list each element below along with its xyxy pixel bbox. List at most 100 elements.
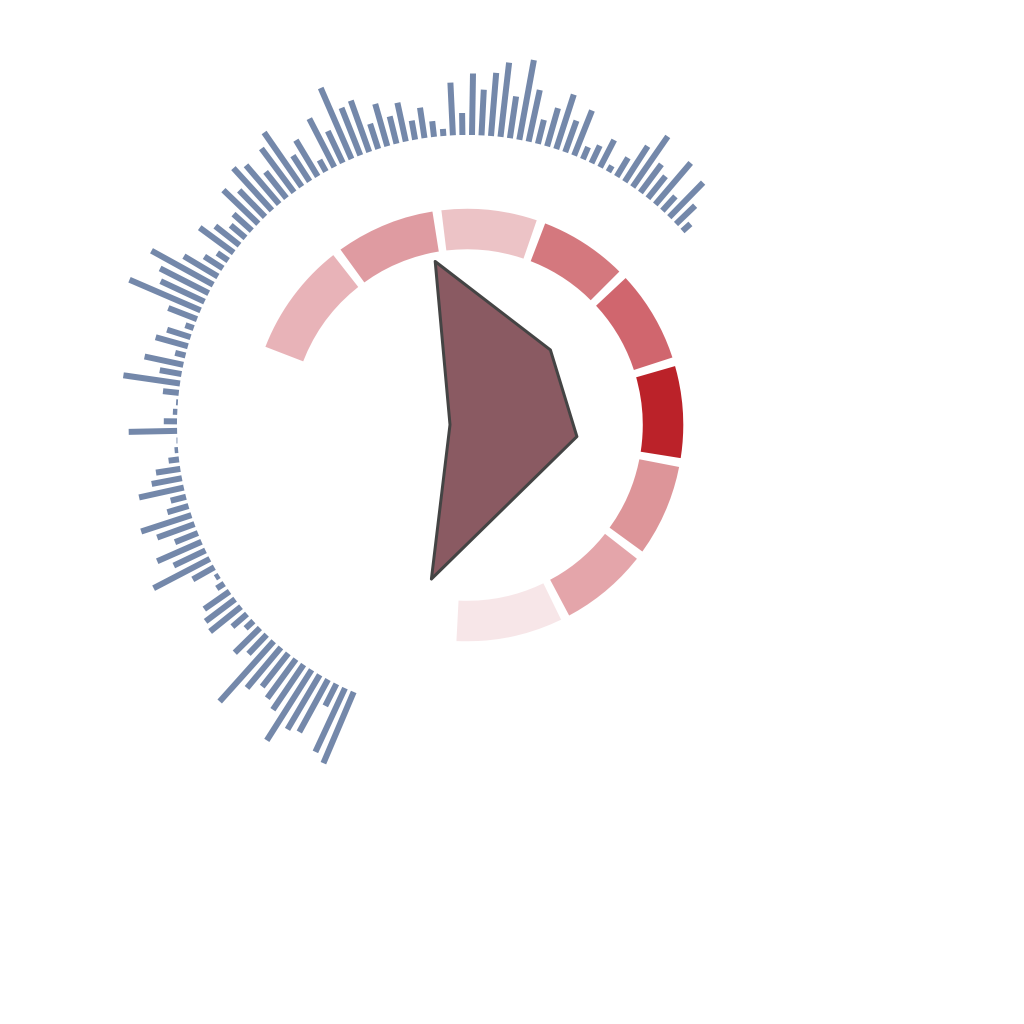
- ring-segment: [263, 252, 361, 364]
- outer-bar: [246, 632, 269, 656]
- outer-bar: [580, 145, 591, 161]
- outer-bar: [228, 223, 248, 241]
- outer-bar: [317, 86, 355, 161]
- outer-bar: [322, 682, 340, 708]
- outer-bar: [155, 465, 181, 476]
- outer-bar: [174, 349, 187, 359]
- outer-bar: [622, 144, 651, 184]
- outer-bar: [488, 72, 500, 137]
- outer-bar: [213, 572, 221, 581]
- outer-bar: [439, 128, 447, 137]
- outer-bar: [597, 138, 617, 169]
- outer-bar: [244, 645, 284, 690]
- outer-bar: [553, 93, 577, 151]
- outer-bar: [660, 194, 678, 213]
- outer-bar: [320, 690, 357, 765]
- outer-bar: [217, 639, 276, 704]
- outer-bar: [169, 493, 187, 504]
- outer-bar: [261, 130, 305, 189]
- center-polygon-group: [429, 260, 579, 581]
- outer-bar: [208, 604, 243, 634]
- outer-bar-ring: [122, 59, 706, 765]
- outer-bar: [290, 153, 313, 184]
- outer-bar: [316, 158, 329, 174]
- inner-segment-ring: [263, 207, 685, 643]
- outer-bar: [469, 73, 476, 136]
- outer-bar: [197, 225, 236, 256]
- ring-segment: [607, 457, 681, 554]
- outer-bar: [232, 625, 263, 655]
- outer-bar: [293, 138, 321, 178]
- outer-bar: [516, 59, 537, 141]
- ring-segment: [439, 207, 539, 261]
- outer-bar: [562, 119, 580, 154]
- outer-bar: [138, 484, 185, 501]
- outer-bar: [168, 456, 180, 464]
- outer-bar: [156, 521, 196, 541]
- ring-segment: [338, 209, 441, 285]
- outer-bar: [386, 115, 400, 145]
- outer-bar: [203, 596, 237, 624]
- outer-bar: [270, 662, 307, 712]
- outer-bar: [478, 89, 487, 136]
- outer-bar: [221, 187, 261, 226]
- outer-bar: [159, 278, 206, 305]
- outer-bar: [172, 547, 207, 569]
- outer-bar: [296, 678, 331, 734]
- outer-bar: [162, 388, 180, 396]
- outer-bar: [202, 253, 225, 271]
- outer-bar: [173, 530, 200, 545]
- outer-bar: [128, 277, 202, 314]
- outer-bar: [544, 107, 561, 148]
- outer-bar: [306, 117, 337, 169]
- ring-segment: [634, 364, 685, 460]
- outer-bar: [154, 334, 189, 350]
- ring-segment: [528, 221, 622, 303]
- outer-bar: [372, 103, 391, 148]
- outer-bar: [312, 686, 348, 754]
- outer-bar: [637, 162, 664, 195]
- outer-bar: [653, 160, 693, 207]
- outer-bar: [159, 367, 183, 378]
- outer-bar: [417, 107, 428, 139]
- outer-bar: [588, 144, 603, 165]
- outer-bar: [605, 164, 615, 174]
- outer-bar: [347, 99, 373, 154]
- outer-bar: [184, 322, 195, 331]
- outer-bar: [667, 180, 706, 220]
- outer-bar: [122, 372, 181, 387]
- outer-bar: [151, 475, 183, 487]
- outer-bar: [506, 95, 520, 139]
- outer-bar: [202, 589, 232, 612]
- outer-bar: [182, 253, 220, 280]
- outer-bar: [614, 156, 631, 179]
- outer-bar: [325, 129, 346, 165]
- outer-bar: [447, 82, 456, 136]
- outer-bar: [166, 503, 190, 516]
- outer-bar: [497, 62, 513, 138]
- outer-bar: [408, 120, 419, 141]
- outer-bar: [243, 618, 256, 631]
- outer-bar: [263, 170, 289, 200]
- outer-bar: [264, 668, 315, 743]
- outer-bar: [680, 221, 693, 234]
- outer-bar: [230, 611, 249, 629]
- outer-bar: [534, 119, 547, 145]
- outer-bar: [152, 556, 212, 591]
- ring-segment: [593, 275, 675, 372]
- outer-bar: [264, 657, 299, 700]
- outer-bar: [215, 581, 226, 591]
- outer-bar: [167, 305, 199, 322]
- outer-bar: [155, 539, 203, 565]
- center-polygon: [429, 260, 579, 581]
- outer-bar: [166, 326, 192, 341]
- outer-bar: [429, 120, 437, 138]
- outer-bar: [140, 512, 193, 535]
- outer-bar: [258, 146, 297, 195]
- outer-bar: [284, 673, 323, 731]
- outer-bar: [673, 203, 698, 227]
- outer-bar: [231, 211, 254, 233]
- outer-bar: [525, 89, 543, 143]
- outer-bar: [571, 109, 595, 157]
